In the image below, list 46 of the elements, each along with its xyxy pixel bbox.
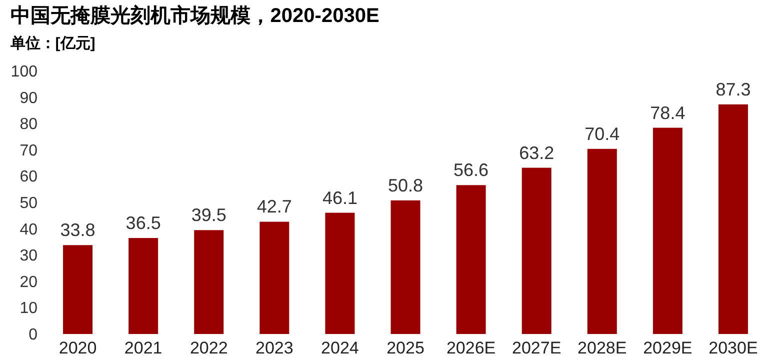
x-tick-label: 2021 <box>124 338 162 358</box>
y-tick-label: 100 <box>10 64 38 80</box>
bar <box>652 128 682 334</box>
bar <box>194 230 224 334</box>
bar <box>456 185 486 334</box>
data-label: 46.1 <box>322 188 358 208</box>
y-tick-label: 70 <box>20 142 38 160</box>
x-tick-label: 2026E <box>446 338 496 358</box>
bar <box>128 238 158 334</box>
y-tick-label: 0 <box>28 326 38 344</box>
x-tick-label: 2023 <box>255 338 294 358</box>
x-tick-label: 2022 <box>190 338 228 358</box>
bar <box>325 212 355 334</box>
bar <box>63 245 93 334</box>
bar <box>587 148 617 334</box>
y-tick-label: 60 <box>20 168 38 186</box>
bar <box>522 168 552 334</box>
bar <box>390 200 420 334</box>
x-tick-label: 2029E <box>643 338 692 358</box>
y-tick-label: 90 <box>20 90 38 107</box>
data-label: 70.4 <box>584 124 620 144</box>
y-tick-label: 30 <box>20 248 38 265</box>
chart-subtitle: 单位：[亿元] <box>9 35 96 52</box>
data-label: 50.8 <box>388 175 424 196</box>
data-label: 36.5 <box>126 213 161 234</box>
y-tick-label: 20 <box>20 274 38 291</box>
bar <box>718 104 748 334</box>
x-tick-label: 2030E <box>708 338 758 358</box>
data-label: 63.2 <box>519 142 554 163</box>
data-label: 78.4 <box>650 102 686 123</box>
y-tick-label: 40 <box>20 221 38 238</box>
data-label: 33.8 <box>60 220 96 240</box>
data-label: 56.6 <box>454 160 489 180</box>
data-label: 39.5 <box>191 205 226 226</box>
x-tick-label: 2027E <box>512 338 562 358</box>
x-tick-label: 2020 <box>58 338 97 358</box>
data-label: 42.7 <box>256 196 292 217</box>
y-tick-label: 80 <box>20 116 38 134</box>
y-tick-label: 50 <box>20 195 38 212</box>
x-tick-label: 2025 <box>386 338 424 358</box>
y-tick-label: 10 <box>20 300 38 318</box>
data-label: 87.3 <box>716 79 751 100</box>
x-tick-label: 2028E <box>578 338 627 358</box>
chart-title: 中国无掩膜光刻机市场规模，2020-2030E <box>10 4 380 27</box>
bar <box>260 222 290 334</box>
x-tick-label: 2024 <box>321 338 359 358</box>
